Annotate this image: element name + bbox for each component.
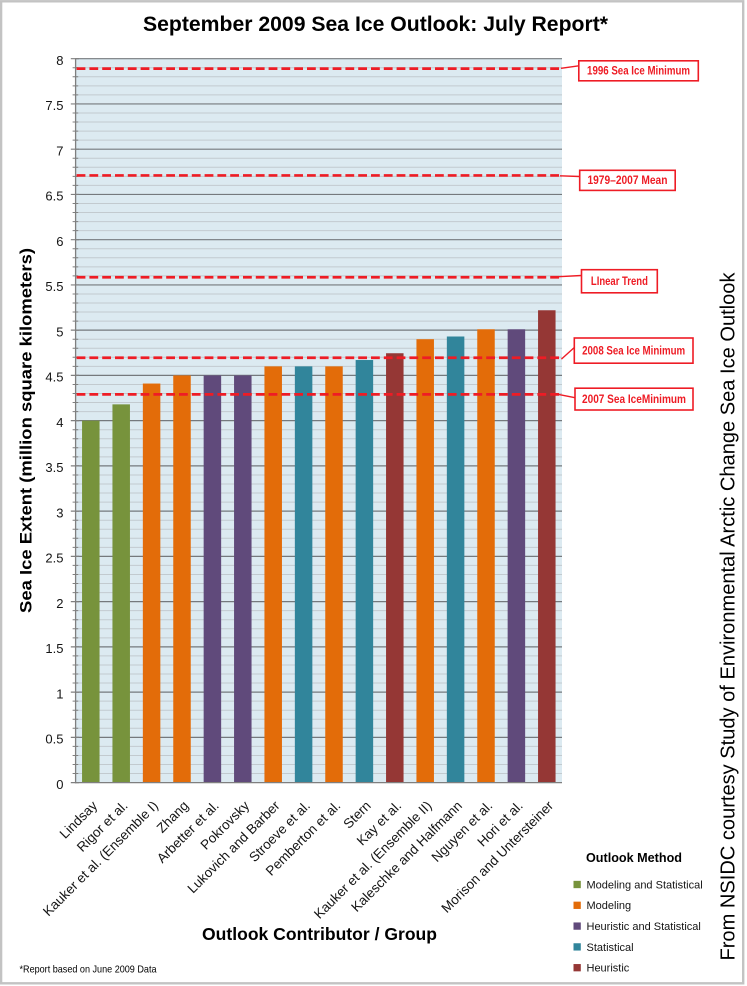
svg-text:Outlook Contributor / Group: Outlook Contributor / Group bbox=[202, 924, 437, 944]
svg-text:0.5: 0.5 bbox=[45, 732, 63, 747]
svg-text:3.5: 3.5 bbox=[45, 460, 63, 475]
svg-text:2008 Sea Ice Minimum: 2008 Sea Ice Minimum bbox=[582, 343, 685, 357]
svg-text:Heuristic: Heuristic bbox=[587, 963, 630, 975]
svg-text:1979–2007 Mean: 1979–2007 Mean bbox=[587, 173, 667, 187]
svg-text:LInear Trend: LInear Trend bbox=[591, 274, 648, 288]
svg-text:4: 4 bbox=[56, 415, 63, 430]
svg-text:0: 0 bbox=[56, 777, 63, 792]
svg-text:September 2009 Sea Ice Outlook: September 2009 Sea Ice Outlook: July Rep… bbox=[143, 12, 609, 36]
svg-text:2: 2 bbox=[56, 596, 63, 611]
svg-text:5: 5 bbox=[56, 324, 63, 339]
svg-text:7: 7 bbox=[56, 143, 63, 158]
svg-text:*Report based on June 2009 Dat: *Report based on June 2009 Data bbox=[20, 965, 157, 976]
svg-text:4.5: 4.5 bbox=[45, 370, 63, 385]
svg-text:2.5: 2.5 bbox=[45, 551, 63, 566]
svg-text:Modeling and Statistical: Modeling and Statistical bbox=[587, 879, 703, 891]
svg-text:6: 6 bbox=[56, 234, 63, 249]
svg-text:Sea Ice Extent (million square: Sea Ice Extent (million square kilometer… bbox=[17, 248, 36, 613]
svg-text:From NSIDC courtesy Study of E: From NSIDC courtesy Study of Environment… bbox=[718, 272, 740, 961]
svg-text:8: 8 bbox=[56, 53, 63, 68]
svg-text:Modeling: Modeling bbox=[587, 900, 632, 912]
svg-text:3: 3 bbox=[56, 505, 63, 520]
svg-text:1996 Sea Ice Minimum: 1996 Sea Ice Minimum bbox=[587, 64, 690, 78]
svg-text:5.5: 5.5 bbox=[45, 279, 63, 294]
svg-text:1.5: 1.5 bbox=[45, 641, 63, 656]
svg-text:2007 Sea IceMinimum: 2007 Sea IceMinimum bbox=[582, 392, 686, 406]
svg-text:7.5: 7.5 bbox=[45, 98, 63, 113]
svg-text:Outlook Method: Outlook Method bbox=[586, 850, 682, 865]
svg-text:1: 1 bbox=[56, 686, 63, 701]
svg-text:6.5: 6.5 bbox=[45, 189, 63, 204]
svg-text:Heuristic and Statistical: Heuristic and Statistical bbox=[587, 921, 701, 933]
svg-text:Statistical: Statistical bbox=[587, 942, 634, 954]
